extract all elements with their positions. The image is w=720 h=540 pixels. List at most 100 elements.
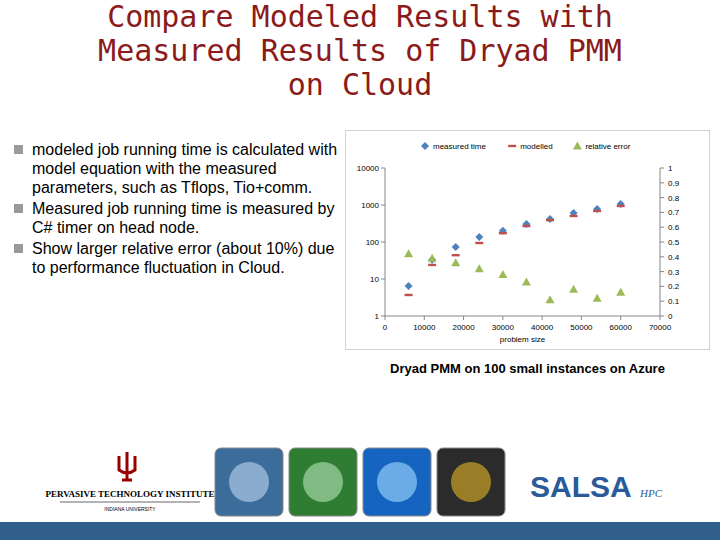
y2-tick (660, 182, 664, 183)
x-tick (542, 316, 543, 320)
point (593, 210, 601, 212)
point (404, 249, 413, 257)
y2-tick-label: 0.1 (668, 297, 680, 306)
y-tick (381, 316, 385, 317)
bullet-list: modeled job running time is calculated w… (14, 140, 344, 279)
point (405, 294, 413, 296)
y2-tick (660, 242, 664, 243)
x-tick-label: 70000 (649, 323, 672, 332)
x-tick-label: 50000 (570, 323, 593, 332)
y2-tick-label: 0.4 (668, 253, 680, 262)
logo-tile-art (377, 462, 417, 502)
institute-name: PERVASIVE TECHNOLOGY INSTITUTE (45, 489, 214, 499)
x-tick-label: 10000 (413, 323, 436, 332)
bottom-band (0, 522, 720, 540)
bullet-square (14, 244, 23, 253)
y2-tick-label: 0.3 (668, 268, 680, 277)
y2-tick-label: 0.8 (668, 194, 680, 203)
bullet-square (14, 204, 23, 213)
x-tick-label: 0 (383, 323, 388, 332)
y2-tick (660, 212, 664, 213)
y2-tick (660, 168, 664, 169)
x-tick (620, 316, 621, 320)
y2-tick-label: 0.9 (668, 179, 680, 188)
legend-marker (573, 142, 582, 150)
bullet: Measured job running time is measured by… (14, 199, 344, 237)
y-tick (381, 205, 385, 206)
point (522, 277, 531, 285)
point (475, 233, 483, 241)
x-tick-label: 20000 (452, 323, 475, 332)
y-tick (381, 279, 385, 280)
y2-tick-label: 0.5 (668, 238, 680, 247)
legend-entry: modelled (520, 142, 552, 151)
university-name: INDIANA UNIVERSITY (104, 506, 156, 512)
point (498, 270, 507, 278)
y-tick-label: 10000 (357, 164, 380, 173)
x-axis (385, 316, 660, 317)
y2-tick (660, 256, 664, 257)
point (405, 282, 413, 290)
caption: Dryad PMM on 100 small instances on Azur… (345, 361, 710, 376)
y2-tick-label: 0.6 (668, 223, 680, 232)
legend-entry: relative error (585, 142, 630, 151)
x-tick (463, 316, 464, 320)
legend-entry: measured time (433, 142, 486, 151)
point (617, 200, 625, 208)
title-line: Compare Modeled Results with (20, 0, 700, 34)
legend-marker (508, 145, 516, 147)
y2-tick-label: 1 (668, 164, 673, 173)
y2-tick-label: 0.2 (668, 282, 680, 291)
logo-tile (215, 448, 283, 516)
chart: 1 10 100 1000 10000 0 0.1 0.2 0.3 0.4 0.5 0.6 0.7 0.8… (345, 130, 710, 350)
title-line: Measured Results of Dryad PMM (20, 34, 700, 68)
y2-tick (660, 286, 664, 287)
title-line: on Cloud (20, 68, 700, 102)
point (428, 264, 436, 266)
x-tick (581, 316, 582, 320)
x-tick (502, 316, 503, 320)
point (616, 288, 625, 296)
bullet-text: Show larger relative error (about 10%) d… (32, 240, 334, 276)
trident-icon (119, 452, 135, 480)
marks (404, 200, 625, 303)
point (593, 294, 602, 302)
x-axis-label: problem size (500, 335, 546, 344)
point (452, 254, 460, 256)
point (570, 215, 578, 217)
point (452, 243, 460, 251)
point (546, 219, 554, 221)
title: Compare Modeled Results withMeasured Res… (20, 0, 700, 102)
y-tick-label: 100 (366, 238, 380, 247)
y2-tick (660, 227, 664, 228)
logo-tile-art (451, 462, 491, 502)
rule (60, 502, 200, 503)
bullet: Show larger relative error (about 10%) d… (14, 239, 344, 277)
y2-tick (660, 197, 664, 198)
point (522, 225, 530, 227)
y-tick (381, 242, 385, 243)
y-tick-label: 1000 (361, 201, 379, 210)
point (451, 258, 460, 266)
point (570, 209, 578, 217)
x-tick-label: 30000 (492, 323, 515, 332)
logo-tile-art (229, 462, 269, 502)
y2-tick-label: 0.7 (668, 208, 680, 217)
x-tick (385, 316, 386, 320)
y-tick-label: 1 (375, 312, 380, 321)
y2-tick (660, 316, 664, 317)
x-tick-label: 40000 (531, 323, 554, 332)
bullet-text: modeled job running time is calculated w… (32, 141, 337, 196)
bullet: modeled job running time is calculated w… (14, 140, 344, 197)
point (499, 232, 507, 234)
point (428, 254, 437, 262)
bullet-text: Measured job running time is measured by… (32, 200, 334, 236)
y-tick-label: 10 (370, 275, 379, 284)
group-suffix: HPC (639, 487, 663, 499)
point (617, 205, 625, 207)
logo-tile (363, 448, 431, 516)
point (569, 285, 578, 293)
point (475, 242, 483, 244)
logo-tile (437, 448, 505, 516)
y2-tick (660, 301, 664, 302)
